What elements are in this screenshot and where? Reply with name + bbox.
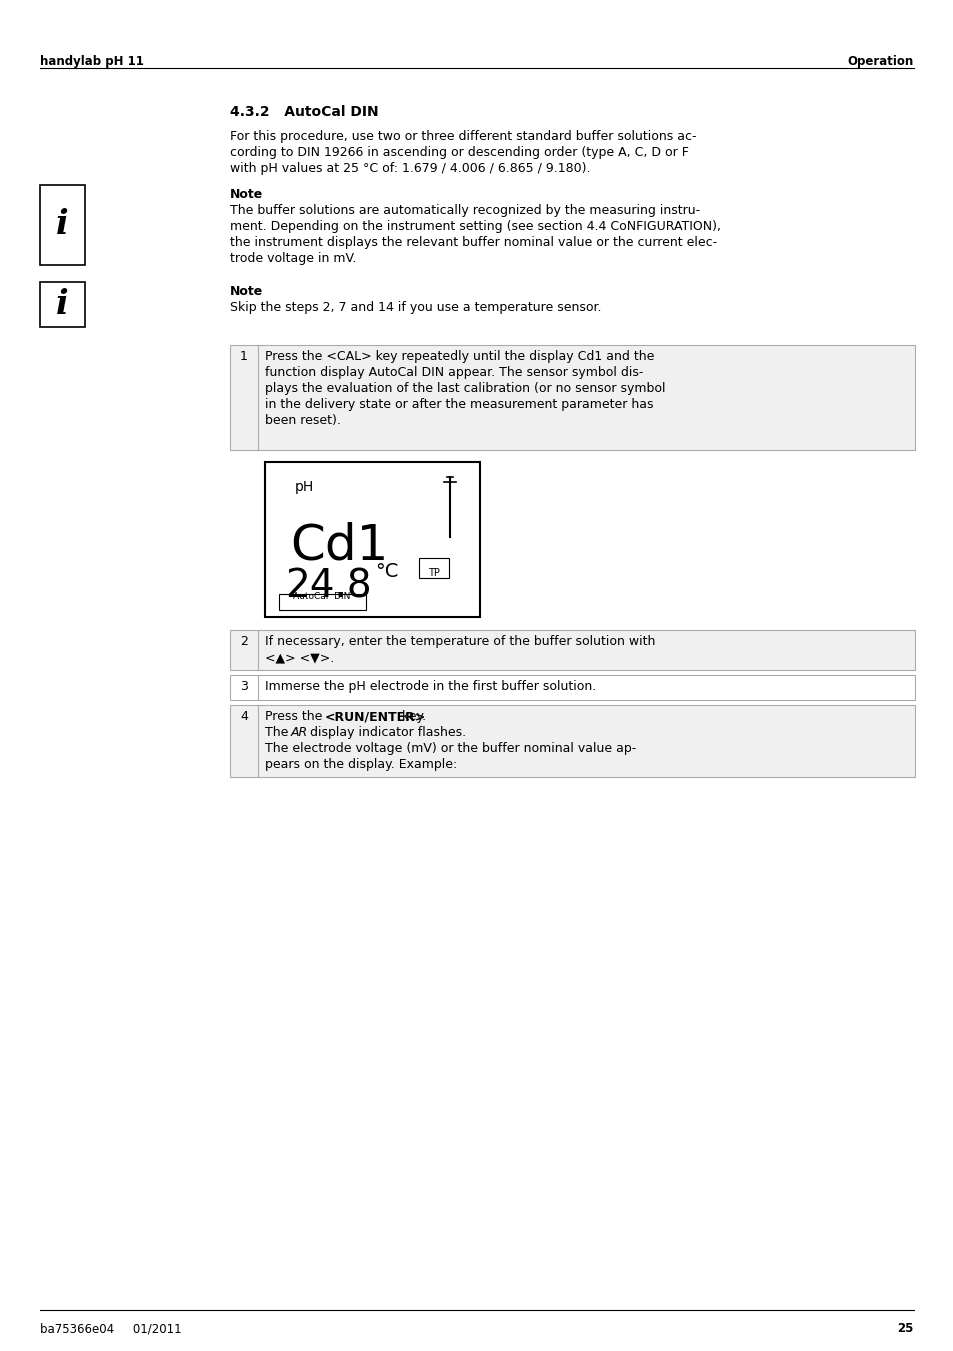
Text: handylab pH 11: handylab pH 11 <box>40 55 144 68</box>
FancyBboxPatch shape <box>230 705 914 777</box>
Text: pH: pH <box>294 480 314 494</box>
Text: 4.3.2   AutoCal DIN: 4.3.2 AutoCal DIN <box>230 105 378 119</box>
Text: 4: 4 <box>240 711 248 723</box>
Text: ba75366e04     01/2011: ba75366e04 01/2011 <box>40 1323 181 1335</box>
Text: 2: 2 <box>240 635 248 648</box>
Text: °C: °C <box>375 562 398 581</box>
Text: Note: Note <box>230 285 263 299</box>
Text: plays the evaluation of the last calibration (or no sensor symbol: plays the evaluation of the last calibra… <box>265 382 665 394</box>
Text: 1: 1 <box>240 350 248 363</box>
Text: The buffer solutions are automatically recognized by the measuring instru-: The buffer solutions are automatically r… <box>230 204 700 218</box>
FancyBboxPatch shape <box>40 282 85 327</box>
Text: The: The <box>265 725 292 739</box>
FancyBboxPatch shape <box>278 594 366 611</box>
Text: i: i <box>56 208 69 242</box>
Text: Cd1: Cd1 <box>290 521 388 570</box>
Text: been reset).: been reset). <box>265 413 340 427</box>
Text: TP: TP <box>428 567 439 578</box>
Text: in the delivery state or after the measurement parameter has: in the delivery state or after the measu… <box>265 399 653 411</box>
FancyBboxPatch shape <box>265 462 479 617</box>
Text: pears on the display. Example:: pears on the display. Example: <box>265 758 456 771</box>
Text: the instrument displays the relevant buffer nominal value or the current elec-: the instrument displays the relevant buf… <box>230 236 717 249</box>
Text: For this procedure, use two or three different standard buffer solutions ac-: For this procedure, use two or three dif… <box>230 130 696 143</box>
Text: trode voltage in mV.: trode voltage in mV. <box>230 253 356 265</box>
Text: Press the: Press the <box>265 711 326 723</box>
Text: key.: key. <box>397 711 426 723</box>
Text: AR: AR <box>291 725 308 739</box>
Text: Note: Note <box>230 188 263 201</box>
Text: AutoCal  DIN: AutoCal DIN <box>293 592 351 601</box>
Text: cording to DIN 19266 in ascending or descending order (type A, C, D or F: cording to DIN 19266 in ascending or des… <box>230 146 688 159</box>
Text: If necessary, enter the temperature of the buffer solution with: If necessary, enter the temperature of t… <box>265 635 655 648</box>
Text: <RUN/ENTER>: <RUN/ENTER> <box>325 711 426 723</box>
Text: function display AutoCal DIN appear. The sensor symbol dis-: function display AutoCal DIN appear. The… <box>265 366 642 380</box>
FancyBboxPatch shape <box>230 630 914 670</box>
Text: i: i <box>56 288 69 320</box>
Text: 24.8: 24.8 <box>285 567 372 605</box>
FancyBboxPatch shape <box>418 558 449 578</box>
Text: 3: 3 <box>240 680 248 693</box>
Text: The electrode voltage (mV) or the buffer nominal value ap-: The electrode voltage (mV) or the buffer… <box>265 742 636 755</box>
FancyBboxPatch shape <box>230 676 914 700</box>
Text: Skip the steps 2, 7 and 14 if you use a temperature sensor.: Skip the steps 2, 7 and 14 if you use a … <box>230 301 601 313</box>
Text: <▲> <▼>.: <▲> <▼>. <box>265 651 334 663</box>
Text: display indicator flashes.: display indicator flashes. <box>306 725 466 739</box>
Text: Press the <CAL> key repeatedly until the display Cd1 and the: Press the <CAL> key repeatedly until the… <box>265 350 654 363</box>
Text: ment. Depending on the instrument setting (see section 4.4 CᴏNFIGURATION),: ment. Depending on the instrument settin… <box>230 220 720 232</box>
FancyBboxPatch shape <box>40 185 85 265</box>
Text: with pH values at 25 °C of: 1.679 / 4.006 / 6.865 / 9.180).: with pH values at 25 °C of: 1.679 / 4.00… <box>230 162 590 176</box>
FancyBboxPatch shape <box>230 345 914 450</box>
Text: Immerse the pH electrode in the first buffer solution.: Immerse the pH electrode in the first bu… <box>265 680 596 693</box>
Text: Operation: Operation <box>847 55 913 68</box>
Text: 25: 25 <box>897 1323 913 1335</box>
